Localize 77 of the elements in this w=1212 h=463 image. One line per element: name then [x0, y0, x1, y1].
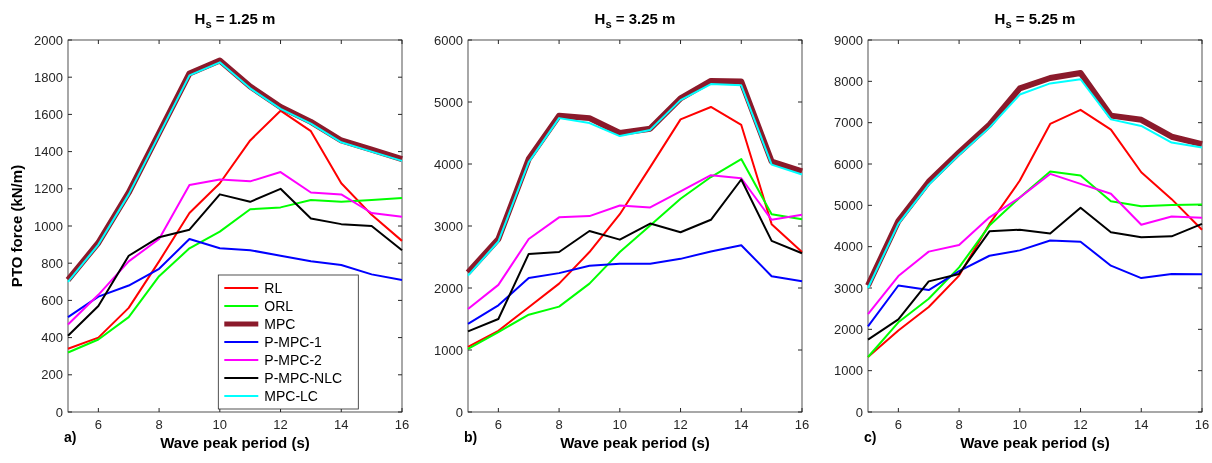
y-tick-label: 1000 [834, 363, 863, 379]
line-series [467, 244, 803, 325]
x-axis-title: Wave peak period (s) [960, 434, 1110, 451]
legend-label: P-MPC-2 [264, 352, 323, 368]
legend-label: P-MPC-1 [264, 334, 323, 350]
line-series [467, 158, 803, 350]
y-tick-label: 1000 [434, 342, 463, 358]
y-tick-label: 3000 [834, 280, 863, 296]
y-tick-label: 4000 [834, 239, 863, 255]
text: c) [864, 429, 877, 445]
x-tick-label: 12 [673, 417, 688, 432]
y-tick-label: 4000 [434, 156, 463, 172]
text: a) [64, 429, 77, 445]
line-series [867, 239, 1203, 328]
x-tick-label: 16 [1194, 417, 1210, 432]
y-tick-label: 400 [41, 330, 63, 346]
chart-title: H$_{s}$ = 1.25 m [194, 10, 276, 30]
legend-label: RL [264, 280, 283, 296]
chart-title: H$_{s}$ = 5.25 m [994, 10, 1076, 30]
x-tick-label: 12 [273, 417, 288, 432]
y-tick-label: 3000 [434, 218, 463, 234]
line-series [867, 206, 1203, 341]
y-axis-title: PTO force (kN/m) [8, 164, 25, 288]
y-tick-label: 1200 [34, 181, 63, 197]
x-tick-label: 12 [1073, 417, 1088, 432]
line-series [467, 174, 803, 311]
x-tick-label: 8 [955, 417, 963, 432]
line-series [867, 170, 1203, 359]
y-tick-label: 1000 [34, 218, 63, 234]
y-tick-label: 8000 [834, 73, 863, 89]
legend-label: ORL [264, 298, 294, 314]
x-tick-label: 8 [155, 417, 163, 432]
y-tick-label: 0 [55, 404, 63, 420]
y-tick-label: 0 [455, 404, 463, 420]
y-tick-label: 800 [41, 255, 63, 271]
y-tick-label: 200 [41, 367, 63, 383]
x-tick-label: 6 [94, 417, 102, 432]
y-tick-label: 1400 [34, 144, 63, 160]
line-series [467, 105, 803, 348]
y-tick-label: 1600 [34, 106, 63, 122]
line-series [67, 238, 403, 319]
x-tick-label: 8 [555, 417, 563, 432]
line-series [67, 187, 403, 337]
x-tick-label: 14 [1134, 417, 1149, 432]
y-tick-label: 0 [855, 404, 863, 420]
y-tick-label: 1800 [34, 69, 63, 85]
y-tick-label: 600 [41, 292, 63, 308]
x-tick-label: 14 [334, 417, 349, 432]
x-tick-label: 10 [612, 417, 628, 432]
x-tick-label: 6 [894, 417, 902, 432]
legend-label: MPC [264, 316, 296, 332]
x-tick-label: 14 [734, 417, 749, 432]
y-tick-label: 5000 [434, 94, 463, 110]
y-tick-label: 7000 [834, 115, 863, 131]
y-tick-label: 6000 [434, 32, 463, 48]
chart-title: H$_{s}$ = 3.25 m [594, 10, 676, 30]
line-series [867, 108, 1203, 359]
y-tick-label: 6000 [834, 156, 863, 172]
x-tick-label: 6 [494, 417, 502, 432]
x-axis-title: Wave peak period (s) [160, 434, 310, 451]
y-tick-label: 2000 [834, 321, 863, 337]
line-series [867, 172, 1203, 316]
line-series [67, 197, 403, 354]
line-series [67, 109, 403, 350]
text: b) [464, 429, 478, 445]
y-tick-label: 9000 [834, 32, 863, 48]
x-tick-label: 16 [394, 417, 410, 432]
legend-label: P-MPC-NLC [264, 370, 343, 386]
x-tick-label: 16 [794, 417, 810, 432]
y-tick-label: 2000 [434, 280, 463, 296]
line-series [467, 178, 803, 333]
y-tick-label: 2000 [34, 32, 63, 48]
y-tick-label: 5000 [834, 197, 863, 213]
x-axis-title: Wave peak period (s) [560, 434, 710, 451]
x-tick-label: 10 [212, 417, 228, 432]
legend-label: MPC-LC [264, 388, 318, 404]
x-tick-label: 10 [1012, 417, 1028, 432]
